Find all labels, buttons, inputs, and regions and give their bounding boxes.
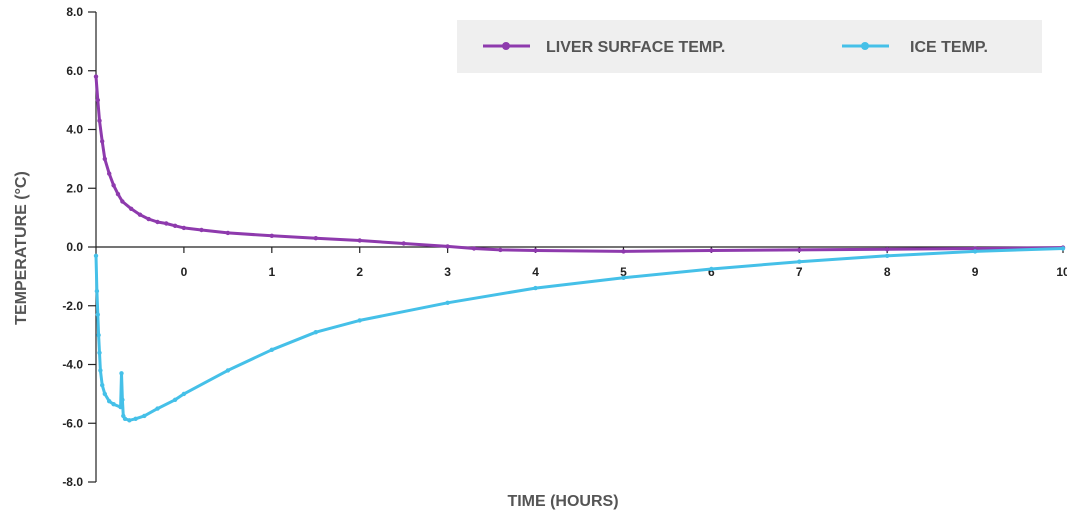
y-tick-label: -8.0 [62, 475, 83, 489]
legend-ice-marker [861, 42, 869, 50]
x-tick-label: 3 [444, 265, 451, 279]
data-point [621, 249, 626, 254]
y-tick-label: -2.0 [62, 299, 83, 313]
series-line [94, 247, 1065, 422]
data-point [269, 347, 274, 352]
data-point [120, 397, 125, 402]
legend-background [457, 20, 1042, 73]
series-liver-surface-temp [93, 74, 1066, 254]
x-tick-label: 4 [532, 265, 539, 279]
data-point [709, 266, 714, 272]
data-point [797, 259, 802, 264]
data-point [225, 230, 231, 236]
data-point [172, 223, 178, 228]
x-tick-label: 2 [356, 265, 363, 279]
data-point [172, 397, 178, 402]
y-tick-label: -4.0 [62, 358, 83, 372]
y-tick-label: 6.0 [66, 64, 83, 78]
x-tick-label: 7 [796, 265, 803, 279]
data-point [885, 253, 890, 258]
legend-liver-label: LIVER SURFACE TEMP. [546, 39, 725, 56]
y-tick-labels: 8.0 6.0 4.0 2.0 0.0 -2.0 -4.0 -6.0 -8.0 [62, 5, 83, 489]
data-point [357, 318, 362, 323]
x-tick-label: 5 [620, 265, 627, 279]
data-point [885, 247, 890, 252]
data-point [94, 288, 100, 294]
series-layer [93, 74, 1066, 423]
x-tick-label: 0 [181, 265, 188, 279]
data-point [115, 191, 121, 197]
data-point [129, 206, 134, 211]
data-point [313, 330, 318, 335]
data-point [96, 332, 101, 338]
data-point [97, 118, 102, 123]
x-tick-label: 9 [972, 265, 979, 279]
data-point [445, 244, 450, 249]
x-tick-label: 10 [1056, 265, 1067, 279]
series-ice-temp [93, 246, 1066, 423]
y-tick-label: 8.0 [66, 5, 83, 19]
x-tick-label: 1 [268, 265, 275, 279]
y-axis-title: TEMPERATURE (°C) [13, 171, 30, 325]
data-point [709, 248, 714, 253]
data-point [972, 249, 978, 254]
data-point [621, 275, 626, 280]
data-point [93, 253, 99, 258]
data-point [95, 312, 101, 317]
data-point [797, 247, 802, 253]
x-tick-label: 8 [884, 265, 891, 279]
y-tick-label: -6.0 [62, 416, 83, 430]
series-line [94, 75, 1065, 253]
data-point [498, 247, 503, 253]
data-point [1060, 246, 1066, 251]
data-point [97, 350, 102, 355]
legend-liver-marker [502, 42, 510, 50]
data-point [142, 413, 147, 419]
data-point [155, 406, 160, 411]
data-point [111, 402, 116, 407]
data-point [100, 139, 105, 144]
y-tick-label: 4.0 [66, 123, 83, 137]
data-point [401, 241, 406, 246]
data-point [119, 371, 124, 376]
data-point [120, 199, 125, 204]
legend: LIVER SURFACE TEMP. ICE TEMP. [457, 20, 1042, 73]
y-tick-label: 2.0 [66, 181, 83, 195]
data-point [93, 74, 99, 79]
data-point [107, 171, 112, 176]
y-tick-label: 0.0 [66, 240, 83, 254]
data-point [111, 183, 116, 188]
data-point [133, 416, 138, 421]
data-point [533, 285, 538, 291]
data-point [164, 221, 169, 226]
data-point [445, 300, 450, 305]
x-axis-title: TIME (HOURS) [507, 493, 618, 510]
data-point [155, 219, 160, 225]
data-point [146, 216, 151, 222]
data-point [533, 248, 538, 253]
data-point [313, 236, 318, 241]
data-point [102, 156, 108, 162]
axes [88, 11, 1064, 483]
data-point [137, 212, 143, 217]
data-point [471, 246, 477, 251]
data-point [199, 227, 204, 233]
data-point [107, 399, 112, 404]
data-point [269, 233, 274, 238]
data-point [357, 238, 362, 243]
x-tick-labels: 0 1 2 3 4 5 6 7 8 9 10 [181, 265, 1067, 279]
data-point [118, 404, 123, 410]
x-tick-label: 6 [708, 265, 715, 279]
data-point [102, 391, 108, 397]
legend-ice-label: ICE TEMP. [910, 39, 988, 56]
data-point [98, 368, 103, 373]
data-point [225, 368, 231, 373]
data-point [95, 97, 101, 103]
data-point [181, 391, 187, 397]
data-point [122, 416, 128, 421]
data-point [127, 418, 132, 423]
data-point [181, 225, 187, 231]
data-point [100, 382, 105, 388]
